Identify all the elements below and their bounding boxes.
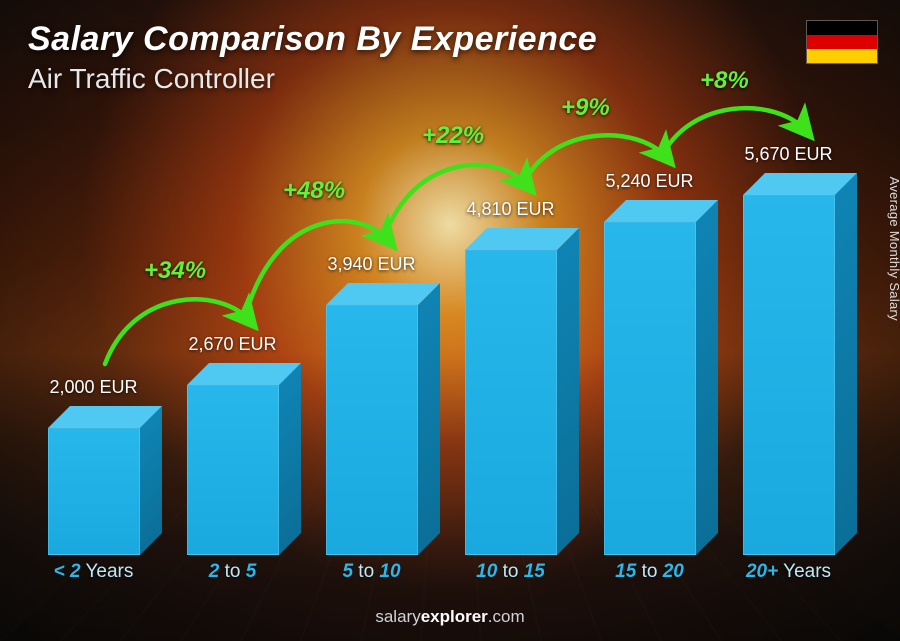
chart-title: Salary Comparison By Experience (28, 20, 597, 59)
flag-stripe-2 (807, 35, 877, 49)
bar-category-label: 5 to 10 (302, 561, 442, 583)
bar-chart: 2,000 EUR< 2 Years2,670 EUR2 to 53,940 E… (30, 101, 852, 581)
bar3d-5 (743, 195, 835, 555)
bar-category-label: < 2 Years (24, 561, 164, 583)
source-bold: explorer (421, 607, 488, 626)
bar-side (279, 363, 301, 555)
bar-4: 5,240 EUR15 to 20 (586, 222, 713, 555)
flag-stripe-3 (807, 49, 877, 63)
bar-1: 2,670 EUR2 to 5 (169, 385, 296, 555)
source-tld: .com (488, 607, 525, 626)
bar-category-label: 20+ Years (719, 561, 859, 583)
bar-0: 2,000 EUR< 2 Years (30, 428, 157, 555)
bar3d-2 (326, 305, 418, 555)
bar-category-label: 10 to 15 (441, 561, 581, 583)
source-attribution: salaryexplorer.com (0, 607, 900, 627)
flag-stripe-1 (807, 21, 877, 35)
bar3d-4 (604, 222, 696, 555)
bar-side (140, 406, 162, 555)
source-prefix: salary (375, 607, 420, 626)
bar-side (418, 283, 440, 555)
growth-label-1: +34% (144, 257, 206, 285)
bar3d-1 (187, 385, 279, 555)
country-flag-germany (806, 20, 878, 64)
bar-category-label: 2 to 5 (163, 561, 303, 583)
bar-front (187, 385, 279, 555)
bar-category-label: 15 to 20 (580, 561, 720, 583)
bar-3: 4,810 EUR10 to 15 (447, 250, 574, 555)
bar-side (557, 228, 579, 555)
y-axis-label: Average Monthly Salary (887, 176, 900, 320)
infographic-stage: Salary Comparison By Experience Air Traf… (0, 0, 900, 641)
growth-label-5: +8% (700, 67, 749, 95)
bar-side (696, 200, 718, 555)
chart-subtitle: Air Traffic Controller (28, 63, 597, 95)
bar-side (835, 173, 857, 555)
bar-2: 3,940 EUR5 to 10 (308, 305, 435, 555)
bar3d-0 (48, 428, 140, 555)
growth-label-2: +48% (283, 177, 345, 205)
growth-label-3: +22% (422, 122, 484, 150)
title-block: Salary Comparison By Experience Air Traf… (28, 20, 597, 95)
bar-front (465, 250, 557, 555)
bar-front (743, 195, 835, 555)
bar-front (604, 222, 696, 555)
bar-front (48, 428, 140, 555)
bar-5: 5,670 EUR20+ Years (725, 195, 852, 555)
growth-label-4: +9% (561, 94, 610, 122)
bar-front (326, 305, 418, 555)
bar3d-3 (465, 250, 557, 555)
growth-arrow-5 (645, 89, 824, 176)
